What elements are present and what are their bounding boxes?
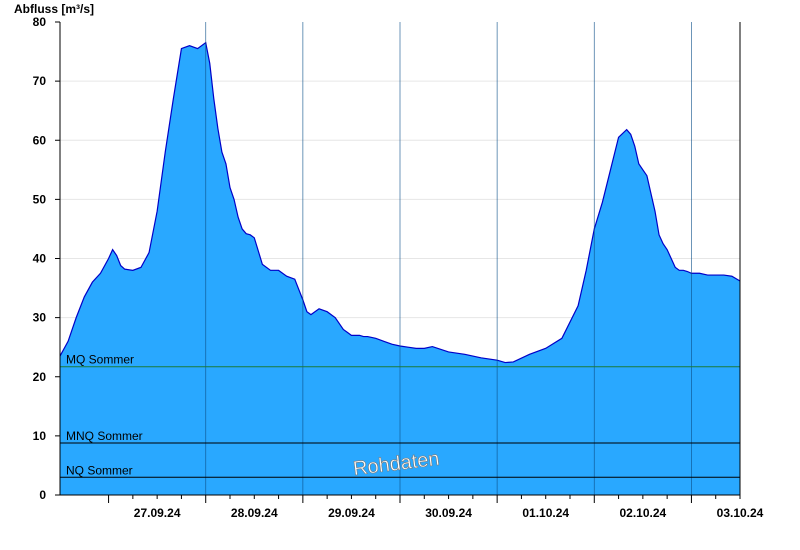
- y-tick-label-0: 0: [39, 488, 46, 502]
- x-tick-label-30.09.24: 30.09.24: [425, 506, 472, 520]
- x-tick-label-29.09.24: 29.09.24: [328, 506, 375, 520]
- reference-label-mq-sommer: MQ Sommer: [66, 353, 134, 367]
- y-tick-label-50: 50: [33, 192, 47, 206]
- series-line-abfluss: [59, 41, 741, 364]
- x-tick-label-27.09.24: 27.09.24: [134, 506, 181, 520]
- y-tick-label-20: 20: [33, 370, 47, 384]
- x-tick-label-02.10.24: 02.10.24: [619, 506, 666, 520]
- x-tick-label-01.10.24: 01.10.24: [522, 506, 569, 520]
- y-axis-label: Abfluss [m³/s]: [14, 2, 94, 16]
- y-tick-label-60: 60: [33, 133, 47, 147]
- y-tick-label-80: 80: [33, 15, 47, 29]
- x-tick-label-28.09.24: 28.09.24: [231, 506, 278, 520]
- y-tick-label-10: 10: [33, 429, 47, 443]
- axes: 0 10 20 30 40 50 60 70 80 27.09.24 28.09.24 29.09.2…: [33, 15, 764, 520]
- y-tick-label-40: 40: [33, 252, 47, 266]
- y-tick-label-30: 30: [33, 311, 47, 325]
- reference-lines: MQ Sommer MNQ Sommer NQ Sommer: [60, 353, 740, 478]
- reference-label-mnq-sommer: MNQ Sommer: [66, 429, 143, 443]
- y-tick-label-70: 70: [33, 74, 47, 88]
- day-dividers: [205, 22, 692, 495]
- series-area-abfluss: [60, 42, 740, 495]
- reference-label-nq-sommer: NQ Sommer: [66, 463, 133, 477]
- x-tick-label-03.10.24: 03.10.24: [717, 506, 764, 520]
